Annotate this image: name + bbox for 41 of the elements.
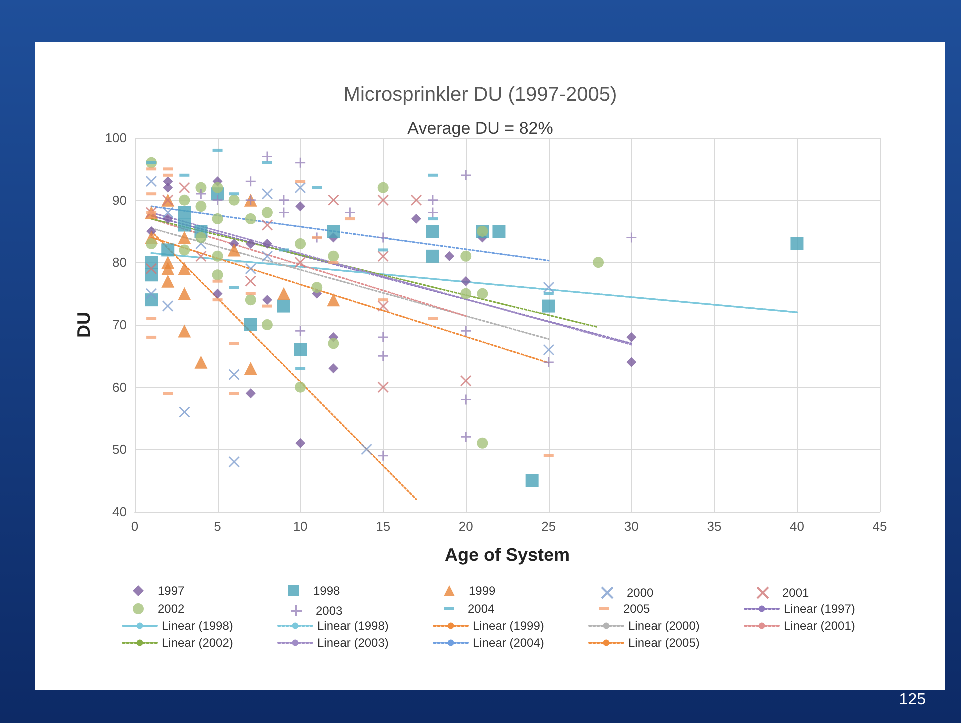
y-axis-title: DU <box>74 312 94 338</box>
x-tick-label: 30 <box>624 519 639 534</box>
y-tick-label: 60 <box>112 380 127 395</box>
legend-label: 2001 <box>782 586 810 600</box>
legend-label: 2002 <box>158 602 186 616</box>
x-tick-label: 45 <box>872 519 888 534</box>
x-axis-title: Age of System <box>444 545 570 565</box>
x-tick-label: 25 <box>542 519 556 534</box>
y-tick-label: 100 <box>105 130 127 146</box>
legend-label: 2003 <box>316 604 344 618</box>
x-tick-label: 35 <box>707 519 722 534</box>
legend-label: 1999 <box>469 584 496 598</box>
legend-label: Linear (2000) <box>628 619 700 633</box>
y-tick-label: 90 <box>112 192 127 208</box>
y-tick-label: 40 <box>112 504 127 520</box>
legend-label: Linear (2005) <box>628 636 700 650</box>
legend-label: Linear (1998) <box>162 619 234 633</box>
y-tick-label: 50 <box>112 442 127 458</box>
x-tick-label: 10 <box>293 519 308 534</box>
x-tick-label: 0 <box>131 519 139 534</box>
text: 125 <box>899 692 926 708</box>
legend-label: 2004 <box>468 602 496 616</box>
legend-label: Linear (2002) <box>162 636 234 650</box>
x-tick-label: 20 <box>458 519 474 534</box>
legend-label: Linear (1998) <box>318 619 389 633</box>
text: Average DU = 82% <box>408 119 554 138</box>
legend-label: 1998 <box>314 584 341 598</box>
chart-title: Microsprinkler DU (1997-2005) <box>344 84 618 106</box>
legend-label: Linear (2001) <box>784 619 856 633</box>
legend-label: Linear (2003) <box>318 636 389 650</box>
legend-label: 2000 <box>627 586 654 600</box>
x-tick-label: 15 <box>376 519 391 534</box>
y-tick-label: 80 <box>112 255 127 270</box>
x-tick-label: 40 <box>790 519 804 534</box>
x-tick-label: 5 <box>214 519 222 534</box>
y-tick-label: 70 <box>112 318 127 332</box>
legend-label: Linear (1997) <box>784 602 856 616</box>
legend-label: 1997 <box>158 584 186 598</box>
legend-label: Linear (1999) <box>473 619 544 633</box>
legend-label: 2005 <box>624 602 651 616</box>
legend-label: Linear (2004) <box>473 636 544 650</box>
